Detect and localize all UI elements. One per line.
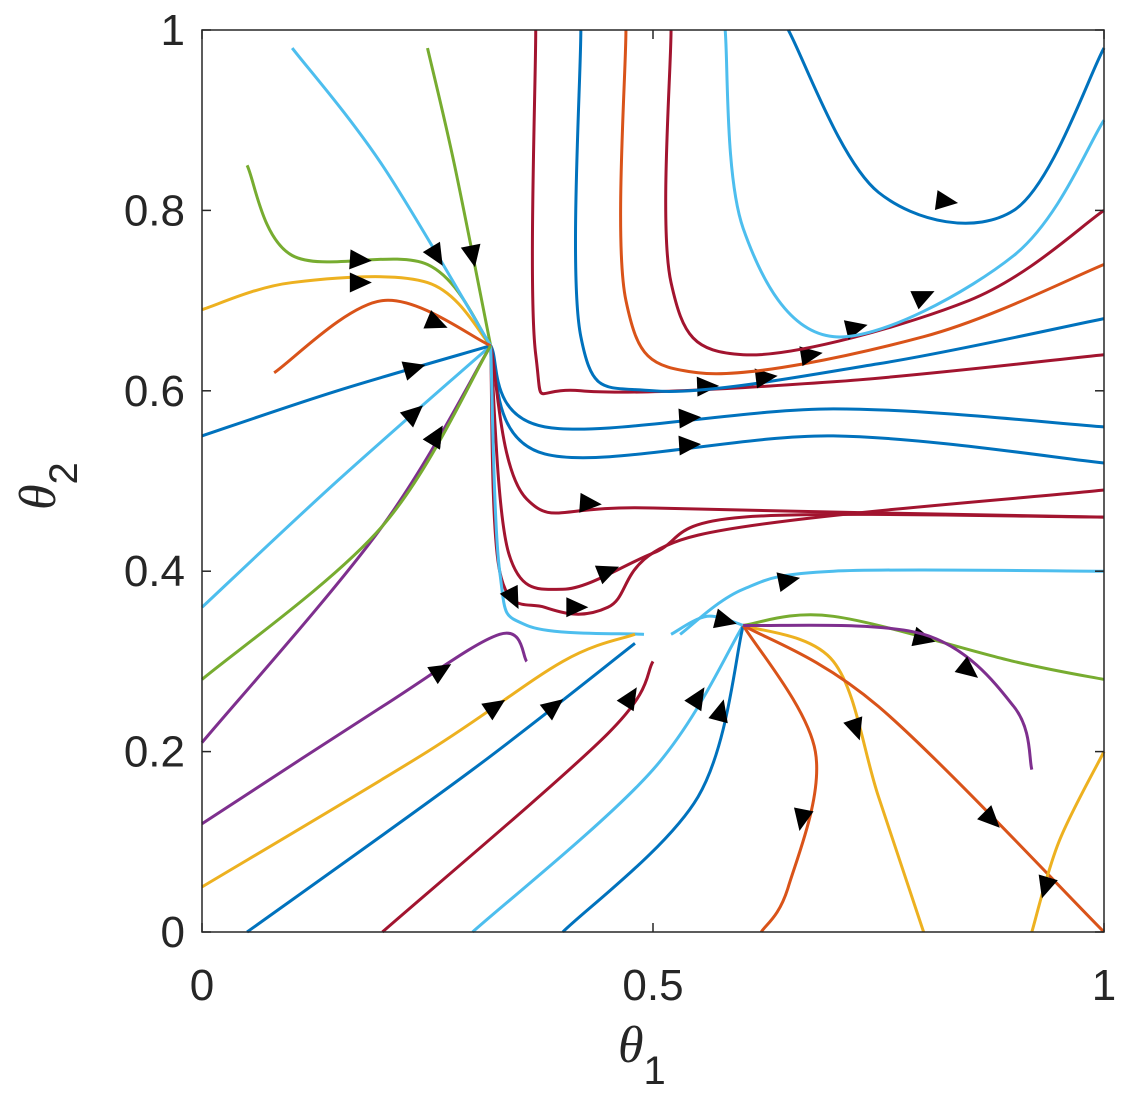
streamline: [201, 344, 492, 681]
flow-arrow: [684, 687, 705, 712]
x-tick-label: 1: [1092, 961, 1116, 1010]
flow-arrow: [954, 656, 979, 678]
flow-arrow: [349, 249, 372, 270]
flow-arrow: [539, 699, 564, 721]
flow-arrow: [934, 190, 959, 210]
flow-arrow: [349, 272, 372, 293]
flow-arrow: [977, 805, 1000, 828]
flow-arrow: [566, 597, 589, 618]
flow-arrow: [799, 346, 823, 367]
flow-arrow: [499, 584, 519, 609]
streamline: [381, 660, 655, 934]
flow-arrow: [910, 291, 935, 310]
y-tick-label: 1: [161, 6, 185, 55]
streamline: [742, 624, 1106, 934]
flow-arrow: [696, 376, 720, 397]
streamline: [741, 624, 819, 933]
streamline: [489, 345, 1105, 465]
streamline: [471, 624, 745, 934]
flow-arrow: [678, 408, 702, 429]
y-tick-label: 0.8: [124, 186, 185, 235]
flow-arrow: [1038, 874, 1058, 899]
flow-arrow: [579, 492, 602, 513]
y-axis-label: θ2: [10, 462, 86, 510]
streamline: [273, 298, 492, 375]
x-tick-label: 0: [190, 961, 214, 1010]
streamline: [201, 344, 492, 438]
y-tick-label: 0.6: [124, 367, 185, 416]
streamline: [201, 632, 636, 889]
streamline: [489, 345, 1105, 591]
flow-arrow: [427, 664, 452, 685]
flow-arrow: [678, 435, 702, 456]
y-label-sub: 2: [42, 462, 86, 484]
flow-arrow: [708, 699, 728, 724]
flow-arrow: [594, 565, 620, 585]
x-label-sub: 1: [644, 1049, 666, 1093]
streamline: [530, 29, 1105, 396]
flow-arrow: [422, 241, 443, 266]
flow-arrow: [713, 608, 737, 629]
plot-area: [202, 30, 1104, 932]
flow-arrow: [843, 320, 868, 340]
flow-arrow: [616, 687, 637, 712]
y-label-symbol: θ: [10, 484, 67, 510]
x-tick-label: 0.5: [622, 961, 683, 1010]
streamline: [200, 344, 492, 609]
streamline: [786, 29, 1106, 225]
flow-arrow: [481, 699, 506, 721]
flow-arrow: [460, 243, 481, 268]
x-axis-label: θ1: [618, 1017, 666, 1093]
flow-arrow: [754, 368, 778, 389]
streamline: [561, 624, 745, 934]
flow-arrow: [793, 807, 814, 832]
flow-arrow: [399, 405, 423, 428]
streamline: [291, 47, 492, 347]
streamline: [573, 29, 1105, 393]
streamline: [426, 47, 493, 346]
x-label-symbol: θ: [618, 1017, 644, 1074]
streamline: [1030, 750, 1106, 933]
streamline: [489, 344, 1105, 431]
y-tick-label: 0: [161, 908, 185, 957]
y-tick-label: 0.4: [124, 547, 185, 596]
streamline: [664, 29, 1105, 357]
streamline: [201, 631, 529, 826]
flow-arrow: [776, 572, 801, 592]
streamline: [201, 275, 492, 347]
streamline: [743, 623, 1034, 771]
flow-arrow: [401, 361, 426, 381]
flow-arrow: [422, 425, 443, 450]
flow-arrow: [423, 310, 448, 329]
streamline: [246, 642, 636, 934]
streamline: [723, 29, 1106, 339]
flow-arrow: [843, 716, 863, 741]
y-tick-label: 0.2: [124, 728, 185, 777]
streamline: [679, 568, 1105, 636]
streamline: [619, 29, 1105, 376]
